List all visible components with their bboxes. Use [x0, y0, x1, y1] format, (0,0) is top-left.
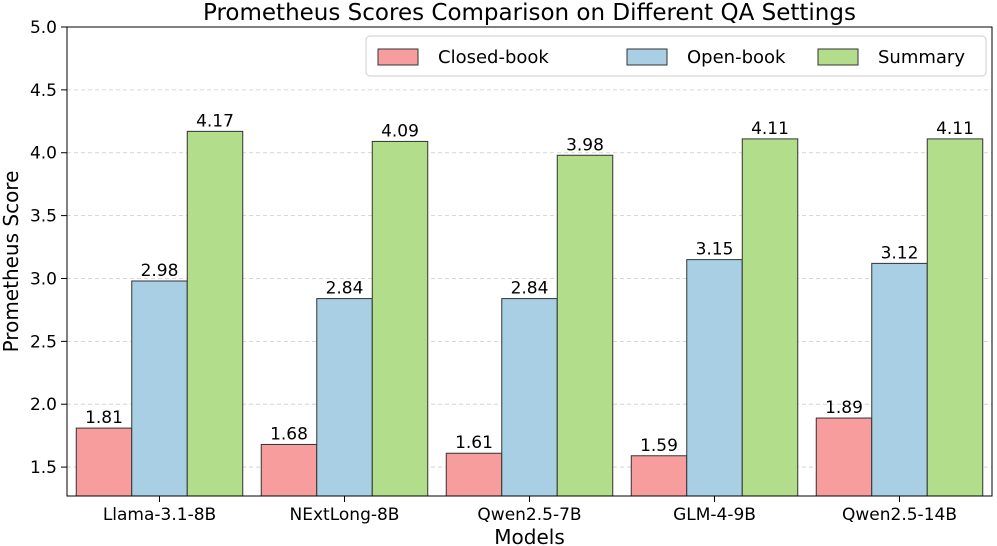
bar [501, 298, 558, 497]
legend-swatch [817, 48, 859, 66]
x-tick-label: GLM-4-9B [673, 505, 756, 525]
data-label: 4.17 [196, 111, 234, 131]
x-tick-label: Llama-3.1-8B [103, 505, 216, 525]
data-label: 1.89 [825, 398, 863, 418]
y-tick-label: 1.5 [30, 458, 57, 478]
bar [686, 259, 743, 497]
data-label: 3.15 [696, 240, 734, 260]
bar [131, 280, 188, 497]
x-tick-label: Qwen2.5-14B [842, 505, 957, 525]
legend-label: Closed-book [438, 47, 549, 68]
bar [186, 130, 244, 497]
data-labels-group: 1.81 2.98 4.17 1.68 2.84 4.09 1.61 2.84 3.98 1.59… [85, 111, 974, 455]
bar [630, 455, 688, 497]
legend: Closed-book Open-book Summary [365, 35, 987, 77]
data-label: 4.11 [936, 119, 974, 139]
x-tick-label: Qwen2.5-7B [477, 505, 581, 525]
bar [371, 140, 429, 497]
bar [75, 427, 133, 497]
y-axis: 1.5 2.0 2.5 3.0 3.5 4.0 4.5 5.0 [30, 18, 67, 478]
x-axis-title: Models [494, 525, 564, 546]
bar [316, 298, 373, 497]
bar [260, 443, 318, 497]
y-tick-label: 4.0 [30, 144, 57, 164]
y-tick-label: 2.0 [30, 395, 57, 415]
legend-label: Open-book [687, 47, 786, 68]
y-tick-label: 5.0 [30, 18, 57, 38]
y-tick-label: 2.5 [30, 332, 57, 352]
bar [926, 138, 984, 497]
data-label: 3.12 [881, 243, 919, 263]
y-tick-label: 4.5 [30, 81, 57, 101]
y-tick-label: 3.5 [30, 207, 57, 227]
bar [445, 452, 503, 497]
bar [741, 138, 799, 497]
data-label: 1.59 [640, 436, 678, 456]
bars-group [75, 130, 984, 497]
legend-swatch [377, 48, 419, 66]
y-axis-title: Prometheus Score [0, 171, 23, 353]
bar [815, 417, 873, 497]
data-label: 1.61 [455, 433, 493, 453]
data-label: 4.09 [381, 121, 419, 141]
data-label: 1.81 [85, 408, 123, 428]
chart-title: Prometheus Scores Comparison on Differen… [203, 0, 856, 26]
bar [871, 262, 928, 497]
data-label: 1.68 [270, 424, 308, 444]
data-label: 2.98 [141, 261, 179, 281]
data-label: 2.84 [511, 279, 549, 299]
data-label: 2.84 [326, 279, 364, 299]
data-label: 3.98 [566, 135, 604, 155]
x-axis: Llama-3.1-8B NExtLong-8B Qwen2.5-7B GLM-4-9… [103, 496, 957, 525]
legend-swatch [626, 48, 668, 66]
legend-box [365, 35, 987, 77]
data-label: 4.11 [751, 119, 789, 139]
y-tick-label: 3.0 [30, 269, 57, 289]
bar [556, 154, 614, 497]
legend-label: Summary [878, 47, 965, 68]
x-tick-label: NExtLong-8B [290, 505, 400, 525]
